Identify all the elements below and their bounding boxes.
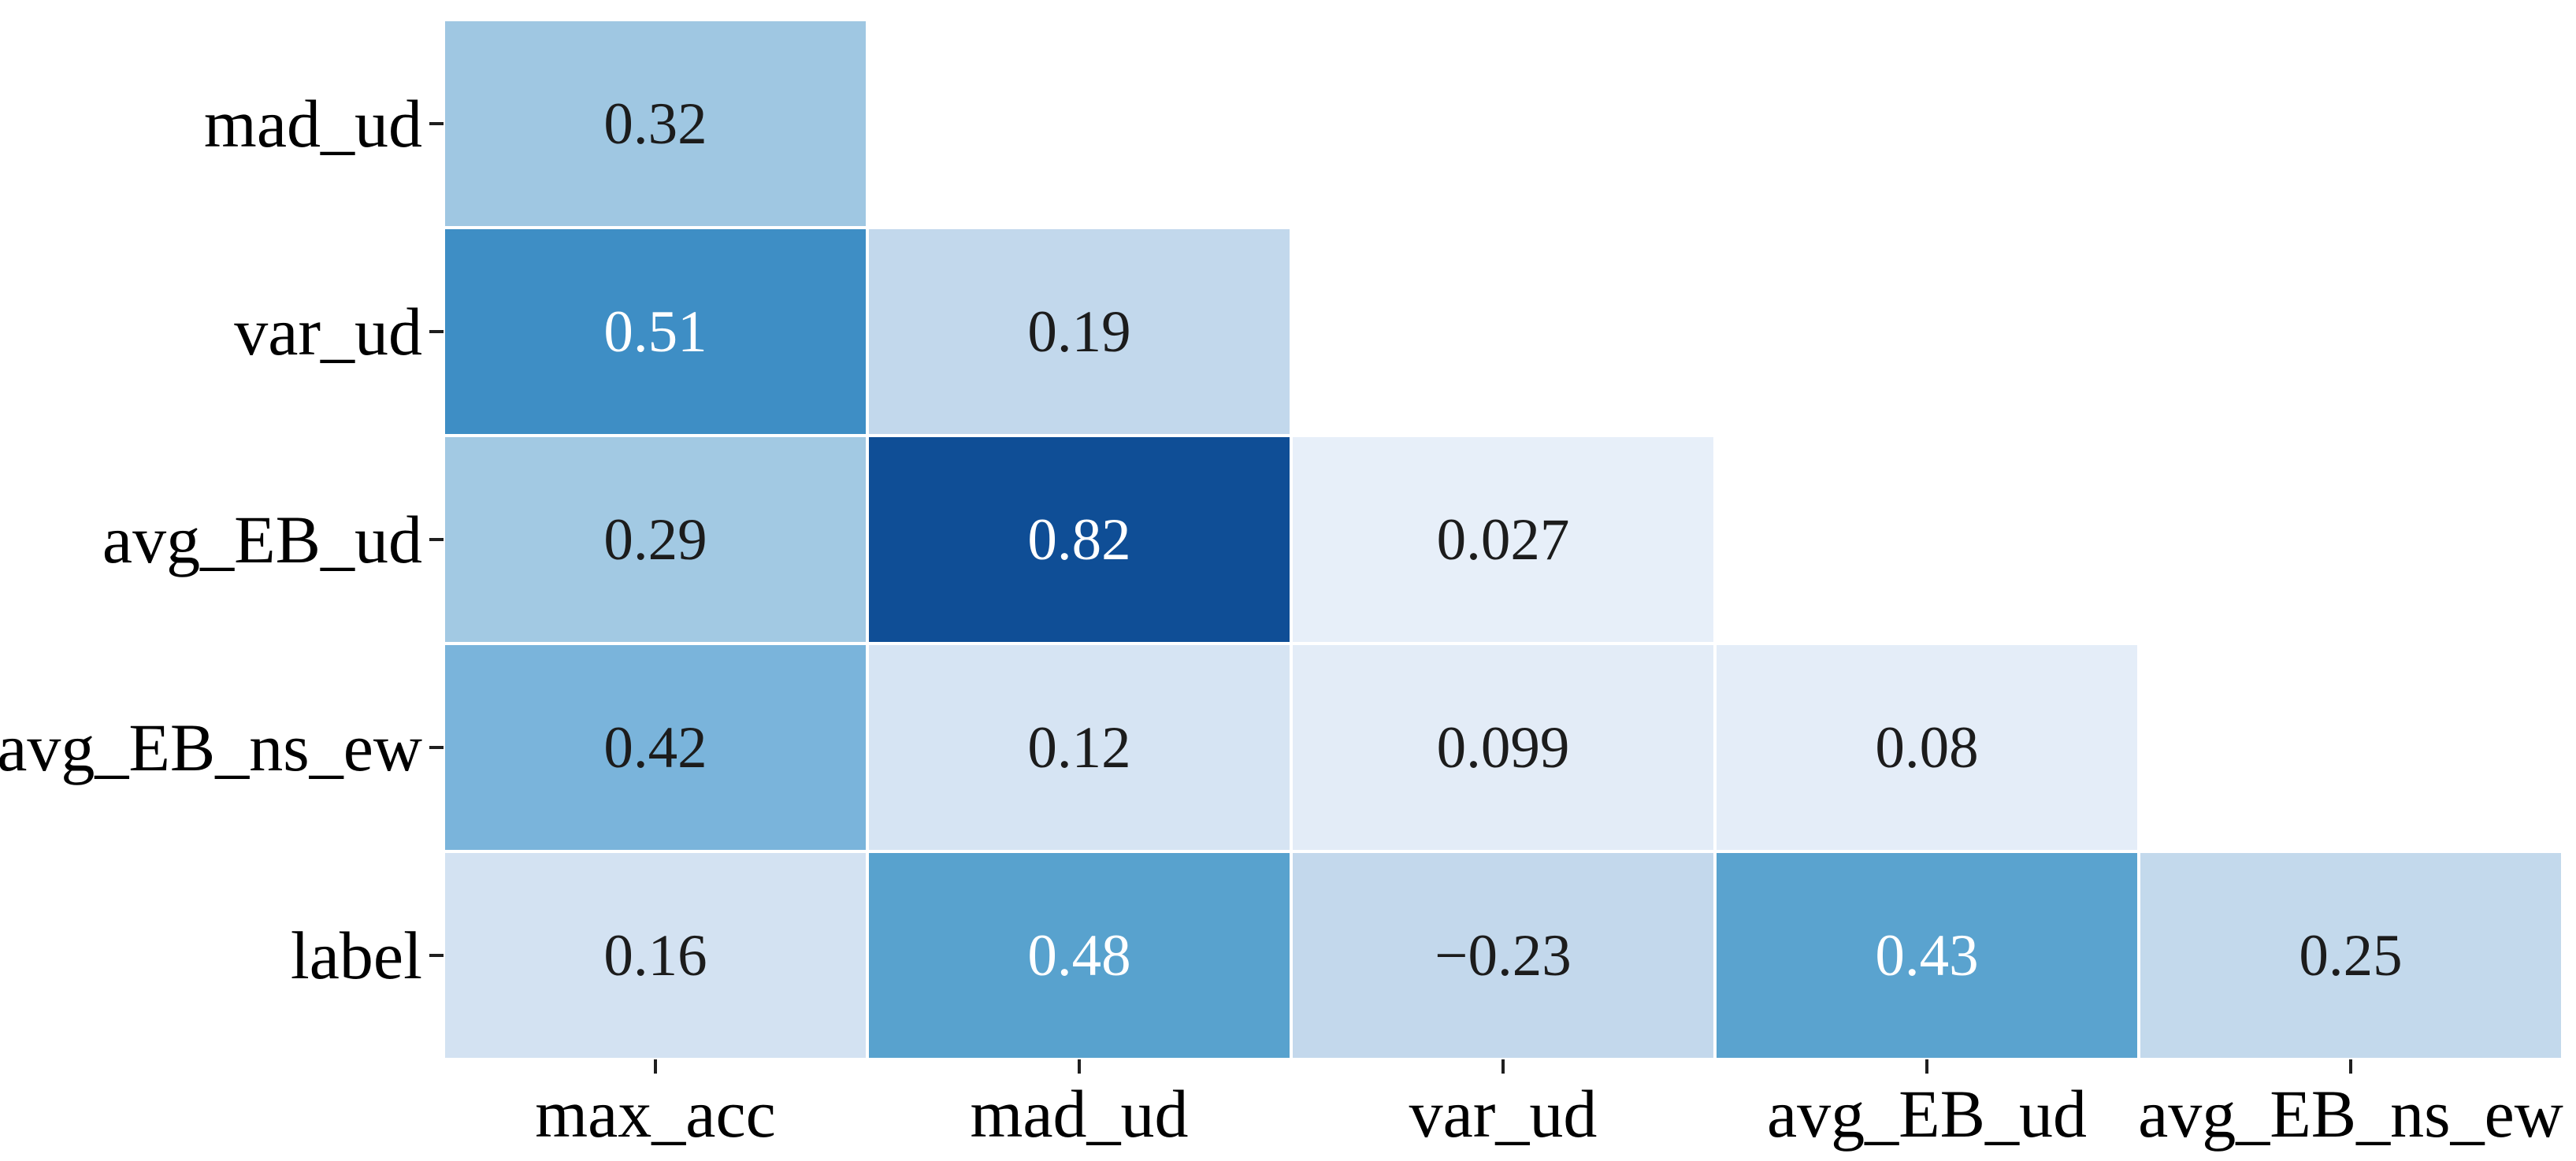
cell-value-annotation: 0.82	[1027, 506, 1131, 573]
y-tick-mark	[429, 538, 444, 541]
cell-value-annotation: 0.08	[1875, 714, 1979, 781]
x-tick-mark	[2349, 1059, 2352, 1074]
cell-value-annotation: −0.23	[1435, 922, 1572, 989]
cell-value-annotation: 0.48	[1027, 922, 1131, 989]
heatmap-cell-label-x-avg_EB_ud: 0.43	[1715, 851, 2139, 1059]
cell-value-annotation: 0.43	[1875, 922, 1979, 989]
y-tick-label-mad_ud: mad_ud	[203, 86, 422, 161]
x-tick-label-avg_EB_ns_ew: avg_EB_ns_ew	[2138, 1076, 2563, 1152]
heatmap-cell-avg_EB_ns_ew-x-mad_ud: 0.12	[867, 644, 1291, 851]
heatmap-cell-avg_EB_ud-x-max_acc: 0.29	[444, 436, 867, 644]
heatmap-cell-label-x-mad_ud: 0.48	[867, 851, 1291, 1059]
x-tick-mark	[654, 1059, 657, 1074]
cell-value-annotation: 0.12	[1027, 714, 1131, 781]
cell-value-annotation: 0.25	[2299, 922, 2403, 989]
cell-value-annotation: 0.099	[1436, 714, 1570, 781]
heatmap-cell-avg_EB_ns_ew-x-max_acc: 0.42	[444, 644, 867, 851]
x-tick-label-avg_EB_ud: avg_EB_ud	[1766, 1076, 2088, 1152]
x-tick-label-var_ud: var_ud	[1409, 1076, 1598, 1152]
heatmap-cell-avg_EB_ud-x-var_ud: 0.027	[1291, 436, 1715, 644]
y-tick-mark	[429, 954, 444, 957]
cell-value-annotation: 0.32	[603, 91, 707, 157]
x-tick-mark	[1078, 1059, 1081, 1074]
y-tick-mark	[429, 330, 444, 333]
cell-value-annotation: 0.42	[603, 714, 707, 781]
heatmap-cell-var_ud-x-max_acc: 0.51	[444, 228, 867, 436]
y-tick-mark	[429, 122, 444, 125]
heatmap-cell-var_ud-x-mad_ud: 0.19	[867, 228, 1291, 436]
heatmap-cell-label-x-max_acc: 0.16	[444, 851, 867, 1059]
x-tick-label-mad_ud: mad_ud	[970, 1076, 1189, 1152]
cell-value-annotation: 0.027	[1436, 506, 1570, 573]
x-tick-label-max_acc: max_acc	[535, 1076, 776, 1152]
y-tick-label-avg_EB_ns_ew: avg_EB_ns_ew	[0, 710, 422, 785]
heatmap-cell-avg_EB_ns_ew-x-avg_EB_ud: 0.08	[1715, 644, 2139, 851]
cell-value-annotation: 0.19	[1027, 299, 1131, 365]
heatmap-cell-label-x-avg_EB_ns_ew: 0.25	[2139, 851, 2563, 1059]
heatmap-cell-avg_EB_ud-x-mad_ud: 0.82	[867, 436, 1291, 644]
x-tick-mark	[1925, 1059, 1928, 1074]
y-tick-label-avg_EB_ud: avg_EB_ud	[102, 502, 422, 577]
y-tick-label-var_ud: var_ud	[234, 294, 422, 369]
cell-value-annotation: 0.29	[603, 506, 707, 573]
y-tick-mark	[429, 746, 444, 749]
x-tick-mark	[1501, 1059, 1505, 1074]
cell-value-annotation: 0.16	[603, 922, 707, 989]
heatmap-cell-mad_ud-x-max_acc: 0.32	[444, 20, 867, 228]
cell-value-annotation: 0.51	[603, 299, 707, 365]
heatmap-cell-avg_EB_ns_ew-x-var_ud: 0.099	[1291, 644, 1715, 851]
y-tick-label-label: label	[290, 918, 422, 993]
heatmap-cell-label-x-var_ud: −0.23	[1291, 851, 1715, 1059]
